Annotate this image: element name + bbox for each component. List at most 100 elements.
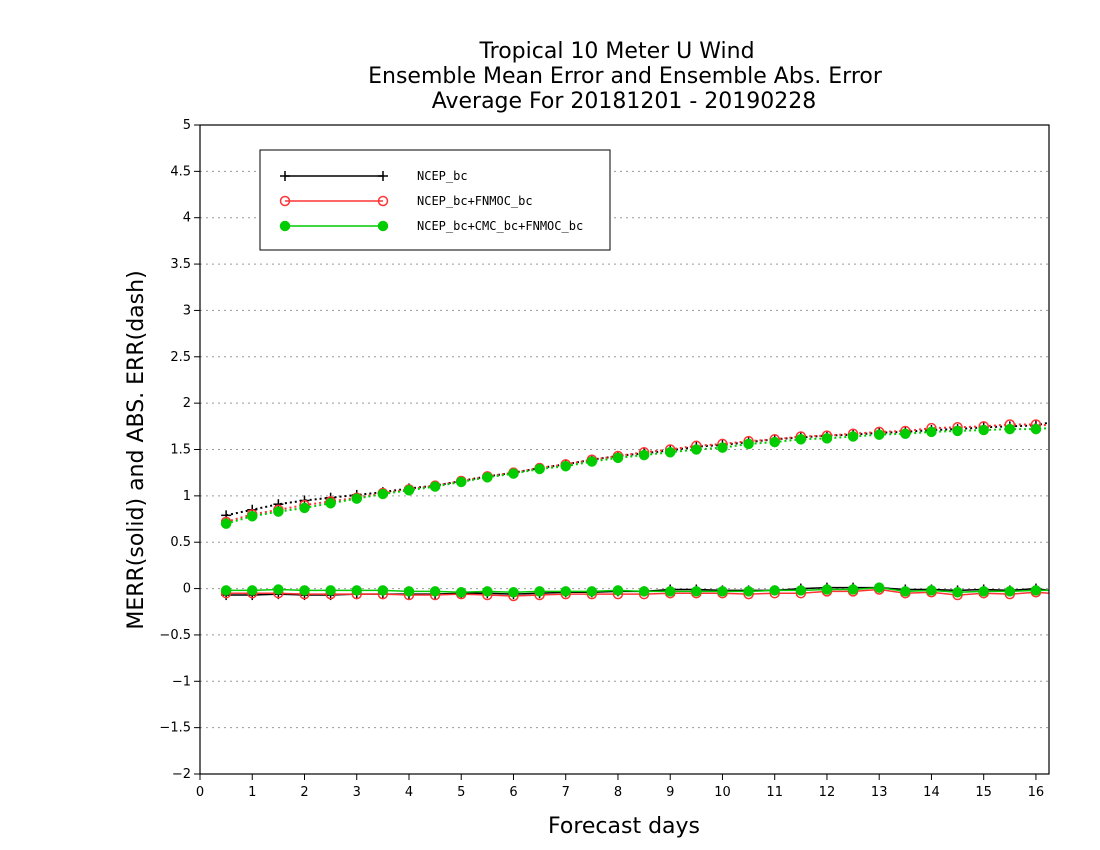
abs-err-point xyxy=(246,511,258,522)
legend: NCEP_bc NCEP_bc+FNMOC_bc NCEP_bc+CMC_bc+FN… xyxy=(259,149,611,251)
y-tick-label: −0.5 xyxy=(159,628,191,643)
abs-err-line-1 xyxy=(225,421,1050,517)
abs-err-point xyxy=(560,460,571,472)
abs-err-point xyxy=(508,468,519,479)
x-tick-label: 10 xyxy=(714,785,731,800)
abs-err-point xyxy=(377,488,389,500)
merr-point xyxy=(299,585,310,596)
merr-point xyxy=(769,585,780,596)
y-tick-label: 1.5 xyxy=(170,443,191,458)
merr-point xyxy=(377,585,389,596)
legend-item: NCEP_bc+CMC_bc+FNMOC_bc xyxy=(279,219,583,233)
abs-err-point xyxy=(482,472,493,483)
legend-label: NCEP_bc+FNMOC_bc xyxy=(417,194,533,208)
y-tick-label: 4 xyxy=(183,211,191,226)
legend-box xyxy=(259,149,611,251)
abs-err-point xyxy=(299,502,310,514)
x-tick-label: 12 xyxy=(819,785,836,800)
y-tick-label: −1.5 xyxy=(159,721,191,736)
y-tick-label: 2.5 xyxy=(170,350,191,365)
abs-err-point xyxy=(586,456,598,467)
abs-err-point xyxy=(1004,423,1016,435)
merr-point xyxy=(873,582,885,593)
y-tick-label: 0.5 xyxy=(170,535,191,550)
merr-point xyxy=(1004,586,1016,597)
data-series xyxy=(220,419,1050,602)
legend-item: NCEP_bc xyxy=(280,169,468,183)
abs-err-point xyxy=(769,436,780,448)
legend-label: NCEP_bc+CMC_bc+FNMOC_bc xyxy=(417,219,583,233)
abs-err-point xyxy=(325,498,336,509)
merr-point xyxy=(717,586,728,597)
abs-err-point xyxy=(952,425,963,437)
x-tick-label: 8 xyxy=(614,785,622,800)
legend-marker xyxy=(279,195,291,207)
y-tick-label: 3.5 xyxy=(170,257,191,272)
y-tick-label: 5 xyxy=(183,118,191,133)
chart-title: Tropical 10 Meter U Wind Ensemble Mean E… xyxy=(368,39,883,114)
merr-point xyxy=(586,586,598,597)
abs-err-point xyxy=(873,429,885,440)
merr-point xyxy=(978,586,989,597)
legend-marker xyxy=(377,195,389,207)
merr-point xyxy=(821,584,833,595)
abs-err-point xyxy=(351,493,362,504)
merr-point xyxy=(273,584,284,595)
x-tick-label: 3 xyxy=(353,785,361,800)
merr-point xyxy=(325,585,336,596)
abs-err-line-2 xyxy=(225,423,1050,523)
x-tick-label: 4 xyxy=(405,785,413,800)
legend-item: NCEP_bc+FNMOC_bc xyxy=(279,194,533,208)
y-tick-label: 3 xyxy=(183,303,191,318)
abs-err-point xyxy=(220,518,232,529)
series-3 xyxy=(220,423,1050,598)
merr-point xyxy=(560,586,571,597)
abs-err-point xyxy=(612,452,624,464)
merr-point xyxy=(246,585,258,596)
x-axis-ticks: 0 1 2 3 4 5 6 7 8 9 10 11 12 13 14 15 16 xyxy=(196,774,1044,800)
abs-err-point xyxy=(900,428,911,439)
merr-point xyxy=(455,587,467,598)
title-line-3: Average For 20181201 - 20190228 xyxy=(432,89,817,114)
legend-marker xyxy=(378,171,388,181)
series-1 xyxy=(221,420,1050,601)
merr-point xyxy=(847,584,859,595)
x-tick-label: 13 xyxy=(871,785,888,800)
merr-point xyxy=(612,585,624,596)
x-tick-label: 15 xyxy=(975,785,992,800)
abs-err-point xyxy=(429,481,441,492)
x-tick-label: 9 xyxy=(666,785,674,800)
y-axis-ticks: −2 −1.5 −1 −0.5 0 0.5 1 1.5 2 2.5 3 3.5 4 4.5 5 xyxy=(159,118,200,782)
abs-err-point xyxy=(978,424,989,436)
merr-line-3 xyxy=(226,586,1049,594)
x-tick-label: 11 xyxy=(766,785,783,800)
merr-point xyxy=(429,586,441,597)
merr-point xyxy=(900,586,911,597)
x-tick-label: 6 xyxy=(509,785,517,800)
x-tick-label: 7 xyxy=(562,785,570,800)
merr-point xyxy=(664,586,676,597)
abs-err-point xyxy=(455,476,467,488)
abs-err-point xyxy=(273,506,284,517)
merr-point xyxy=(482,586,493,597)
x-tick-label: 14 xyxy=(923,785,940,800)
abs-err-point xyxy=(717,442,728,453)
merr-point xyxy=(1030,585,1042,596)
y-tick-label: 1 xyxy=(183,489,191,504)
series-2 xyxy=(220,419,1050,602)
title-line-2: Ensemble Mean Error and Ensemble Abs. Er… xyxy=(368,64,883,89)
y-tick-label: 2 xyxy=(183,396,191,411)
y-axis-title: MERR(solid) and ABS. ERR(dash) xyxy=(124,270,149,629)
merr-point xyxy=(638,586,650,597)
abs-err-point xyxy=(534,463,545,475)
x-tick-label: 5 xyxy=(457,785,465,800)
merr-point xyxy=(403,586,415,597)
abs-err-point xyxy=(638,449,650,461)
merr-point xyxy=(351,585,362,596)
merr-point xyxy=(534,586,545,597)
merr-point xyxy=(795,585,807,596)
merr-point xyxy=(691,586,702,597)
abs-err-point xyxy=(691,444,702,455)
legend-label: NCEP_bc xyxy=(417,169,468,183)
